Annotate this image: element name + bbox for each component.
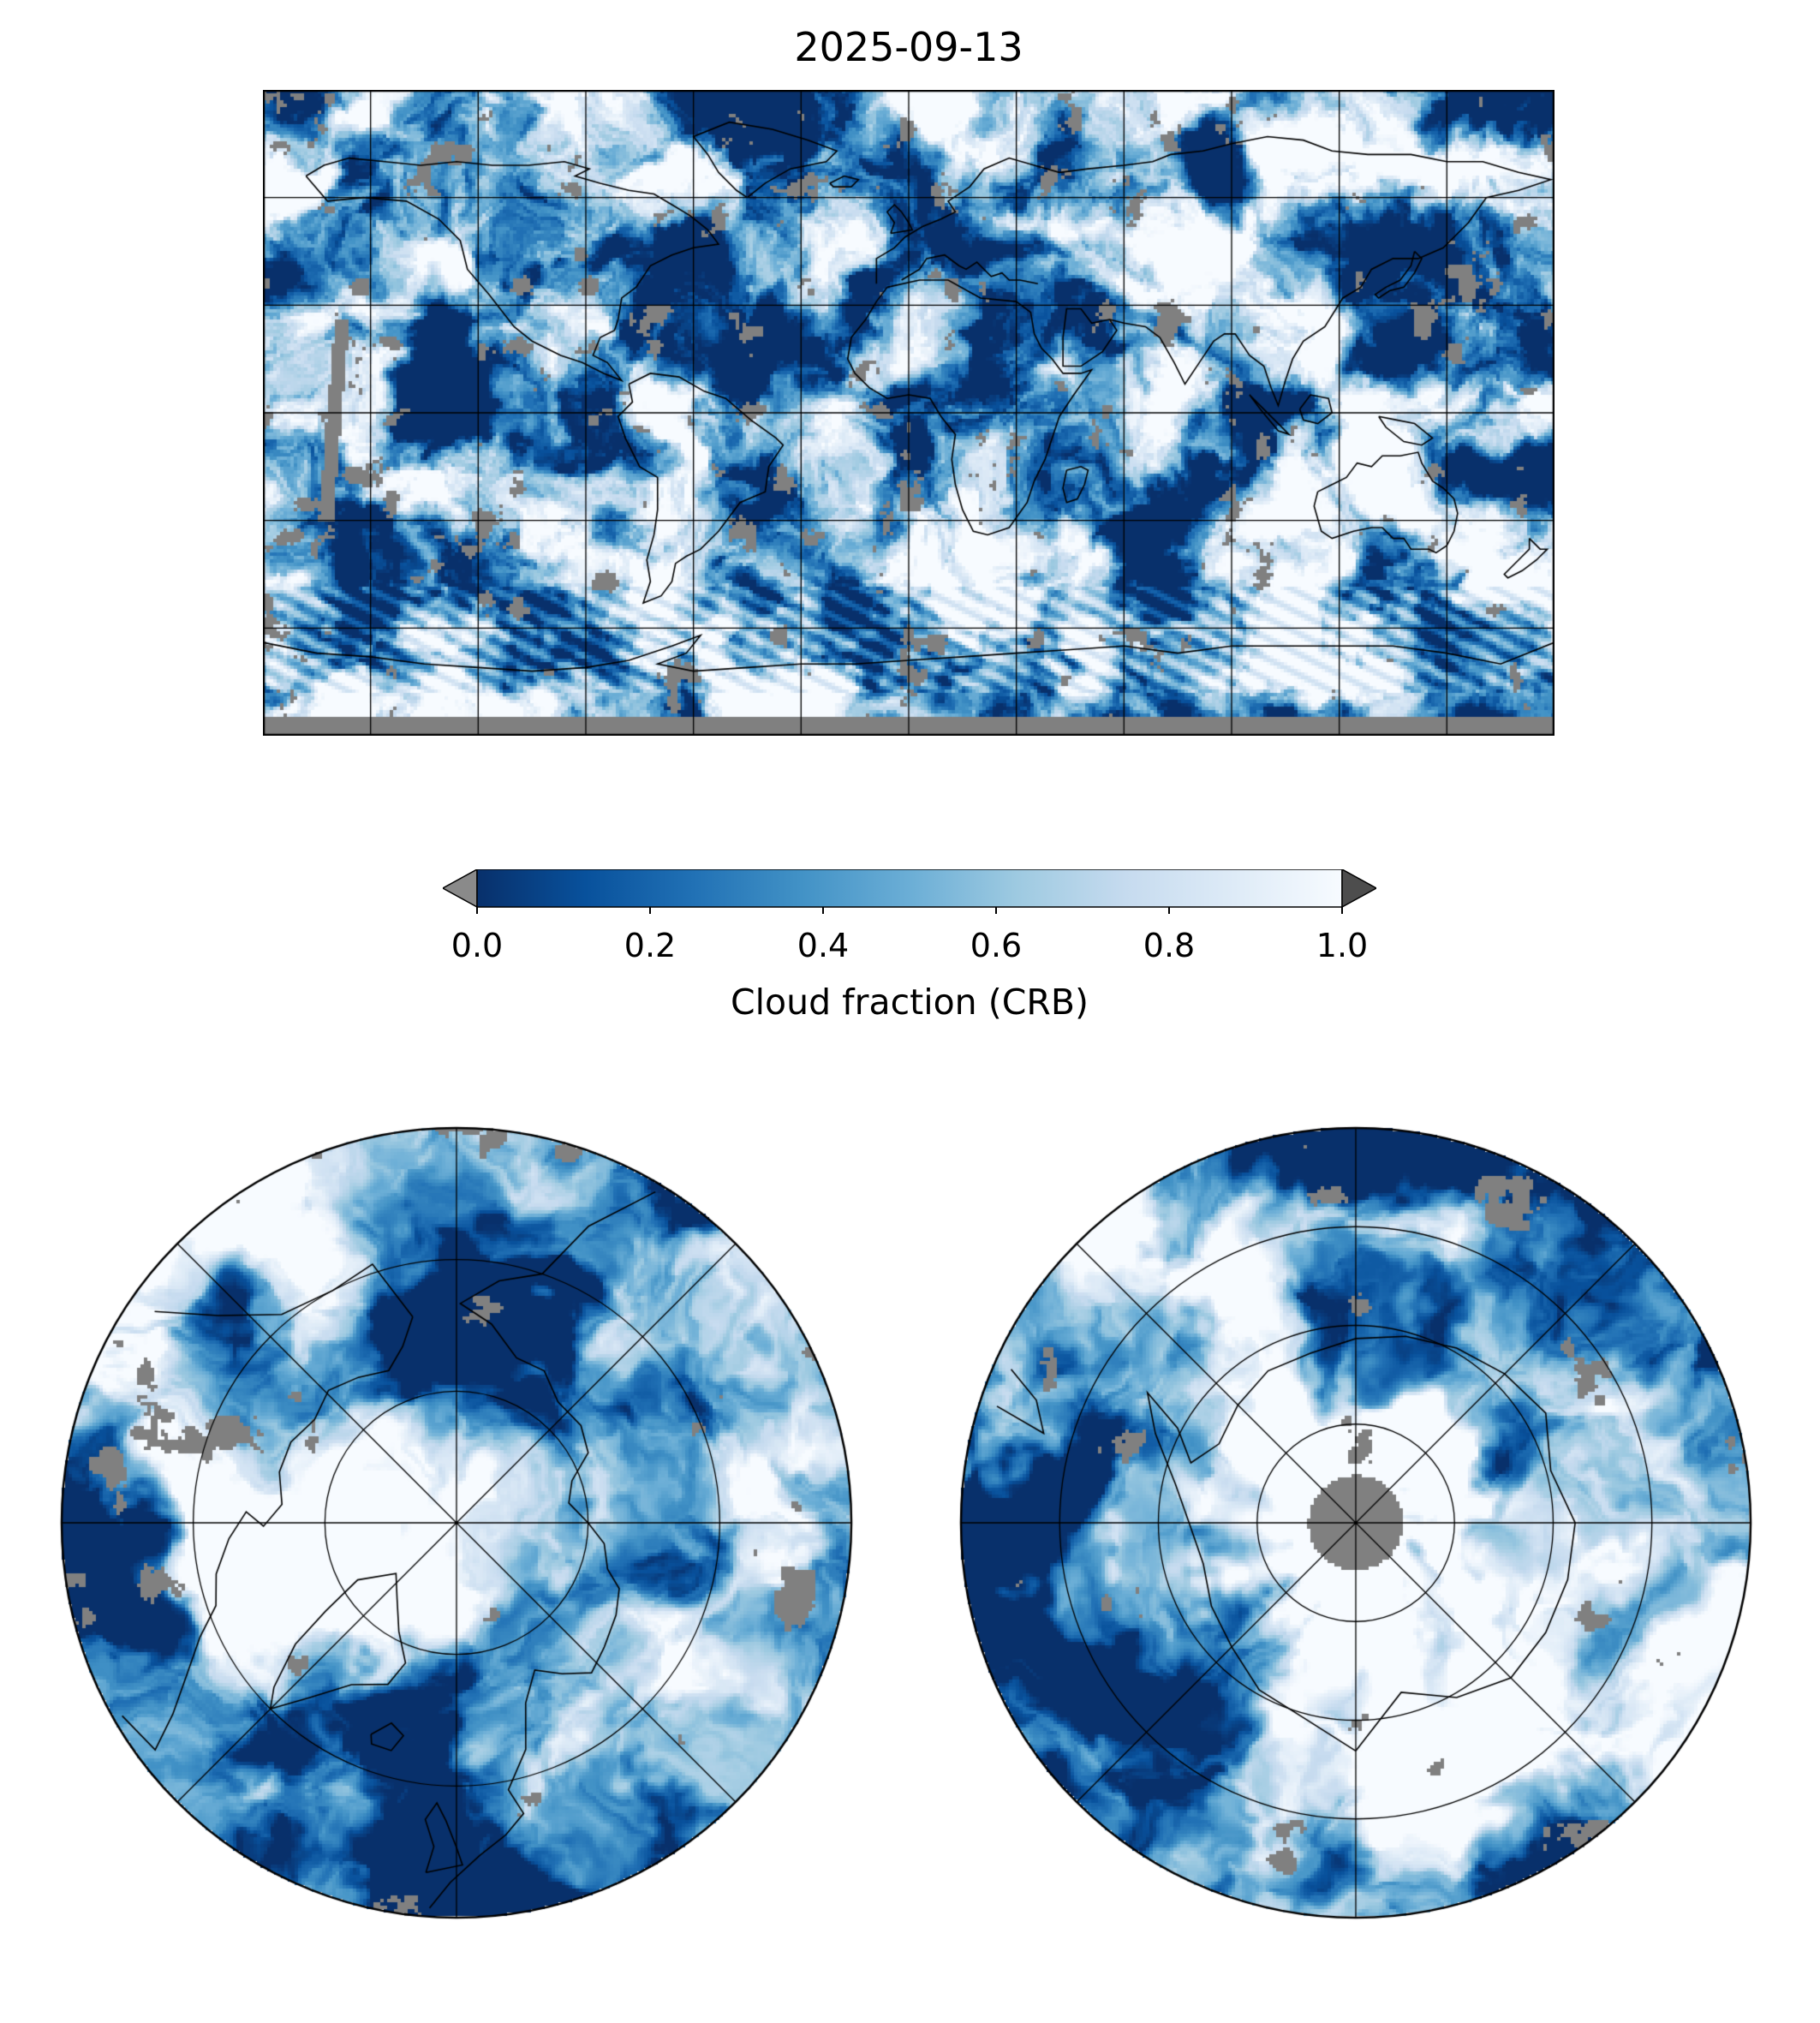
south-polar-map-canvas — [958, 1125, 1754, 1921]
colorbar-tick-label: 0.6 — [970, 927, 1023, 964]
colorbar-gradient-bar — [476, 868, 1343, 908]
figure-title: 2025-09-13 — [794, 24, 1023, 70]
colorbar-over-arrow — [1341, 868, 1378, 909]
colorbar-tick-label: 1.0 — [1316, 927, 1369, 964]
global-cloud-map-canvas — [263, 90, 1554, 736]
north-polar-map-canvas — [58, 1125, 855, 1921]
colorbar-tick-marks — [476, 907, 1343, 914]
colorbar-svg — [441, 868, 1378, 914]
north-polar-panel — [58, 1125, 855, 1921]
colorbar-tick-label: 0.4 — [797, 927, 850, 964]
colorbar-tick-label: 0.2 — [624, 927, 677, 964]
colorbar-tick-labels: 0.0 0.2 0.4 0.6 0.8 1.0 — [451, 927, 1368, 970]
south-polar-panel — [958, 1125, 1754, 1921]
colorbar-tick-label: 0.8 — [1143, 927, 1196, 964]
colorbar-tick-label: 0.0 — [451, 927, 504, 964]
global-cloud-map-panel — [263, 90, 1554, 736]
colorbar-label: Cloud fraction (CRB) — [731, 982, 1089, 1023]
colorbar-under-arrow — [441, 868, 478, 909]
colorbar — [441, 868, 1378, 916]
